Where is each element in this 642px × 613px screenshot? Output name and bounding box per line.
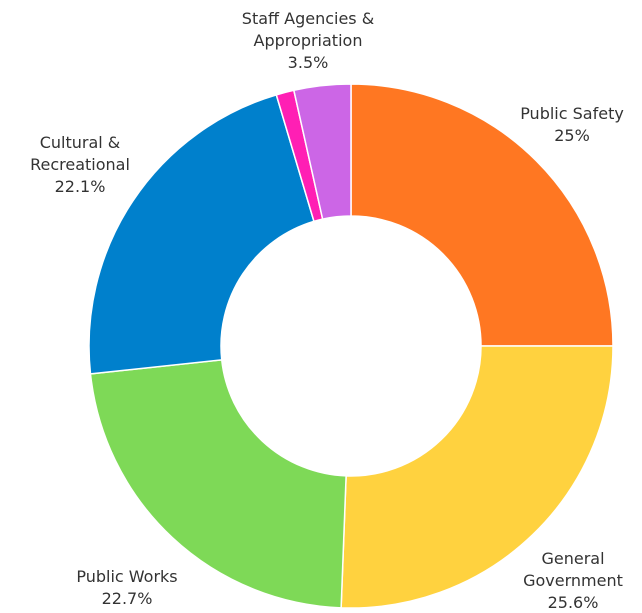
- slice-label: Public Safety 25%: [502, 103, 642, 147]
- value-label: 22.7%: [101, 589, 153, 608]
- donut-slice: [340, 345, 614, 609]
- value-label: 25.6%: [547, 593, 599, 612]
- slice-label: Public Works 22.7%: [47, 566, 207, 610]
- donut-slice: [89, 359, 347, 609]
- category-label: Public Safety: [520, 104, 624, 123]
- donut-slice: [292, 83, 352, 221]
- donut-slice: [350, 83, 614, 347]
- value-label: 25%: [554, 126, 590, 145]
- category-label: General Government: [523, 549, 623, 590]
- slice-label: Staff Agencies & Appropriation 3.5%: [223, 8, 393, 74]
- value-label: 3.5%: [287, 53, 329, 72]
- value-label: 22.1%: [54, 177, 106, 196]
- category-label: Cultural & Recreational: [30, 133, 130, 174]
- donut-slice: [88, 93, 315, 375]
- slice-label: General Government 25.6%: [503, 548, 642, 613]
- category-label: Staff Agencies & Appropriation: [241, 9, 375, 50]
- category-label: Public Works: [76, 567, 178, 586]
- slice-label: Cultural & Recreational 22.1%: [10, 132, 150, 198]
